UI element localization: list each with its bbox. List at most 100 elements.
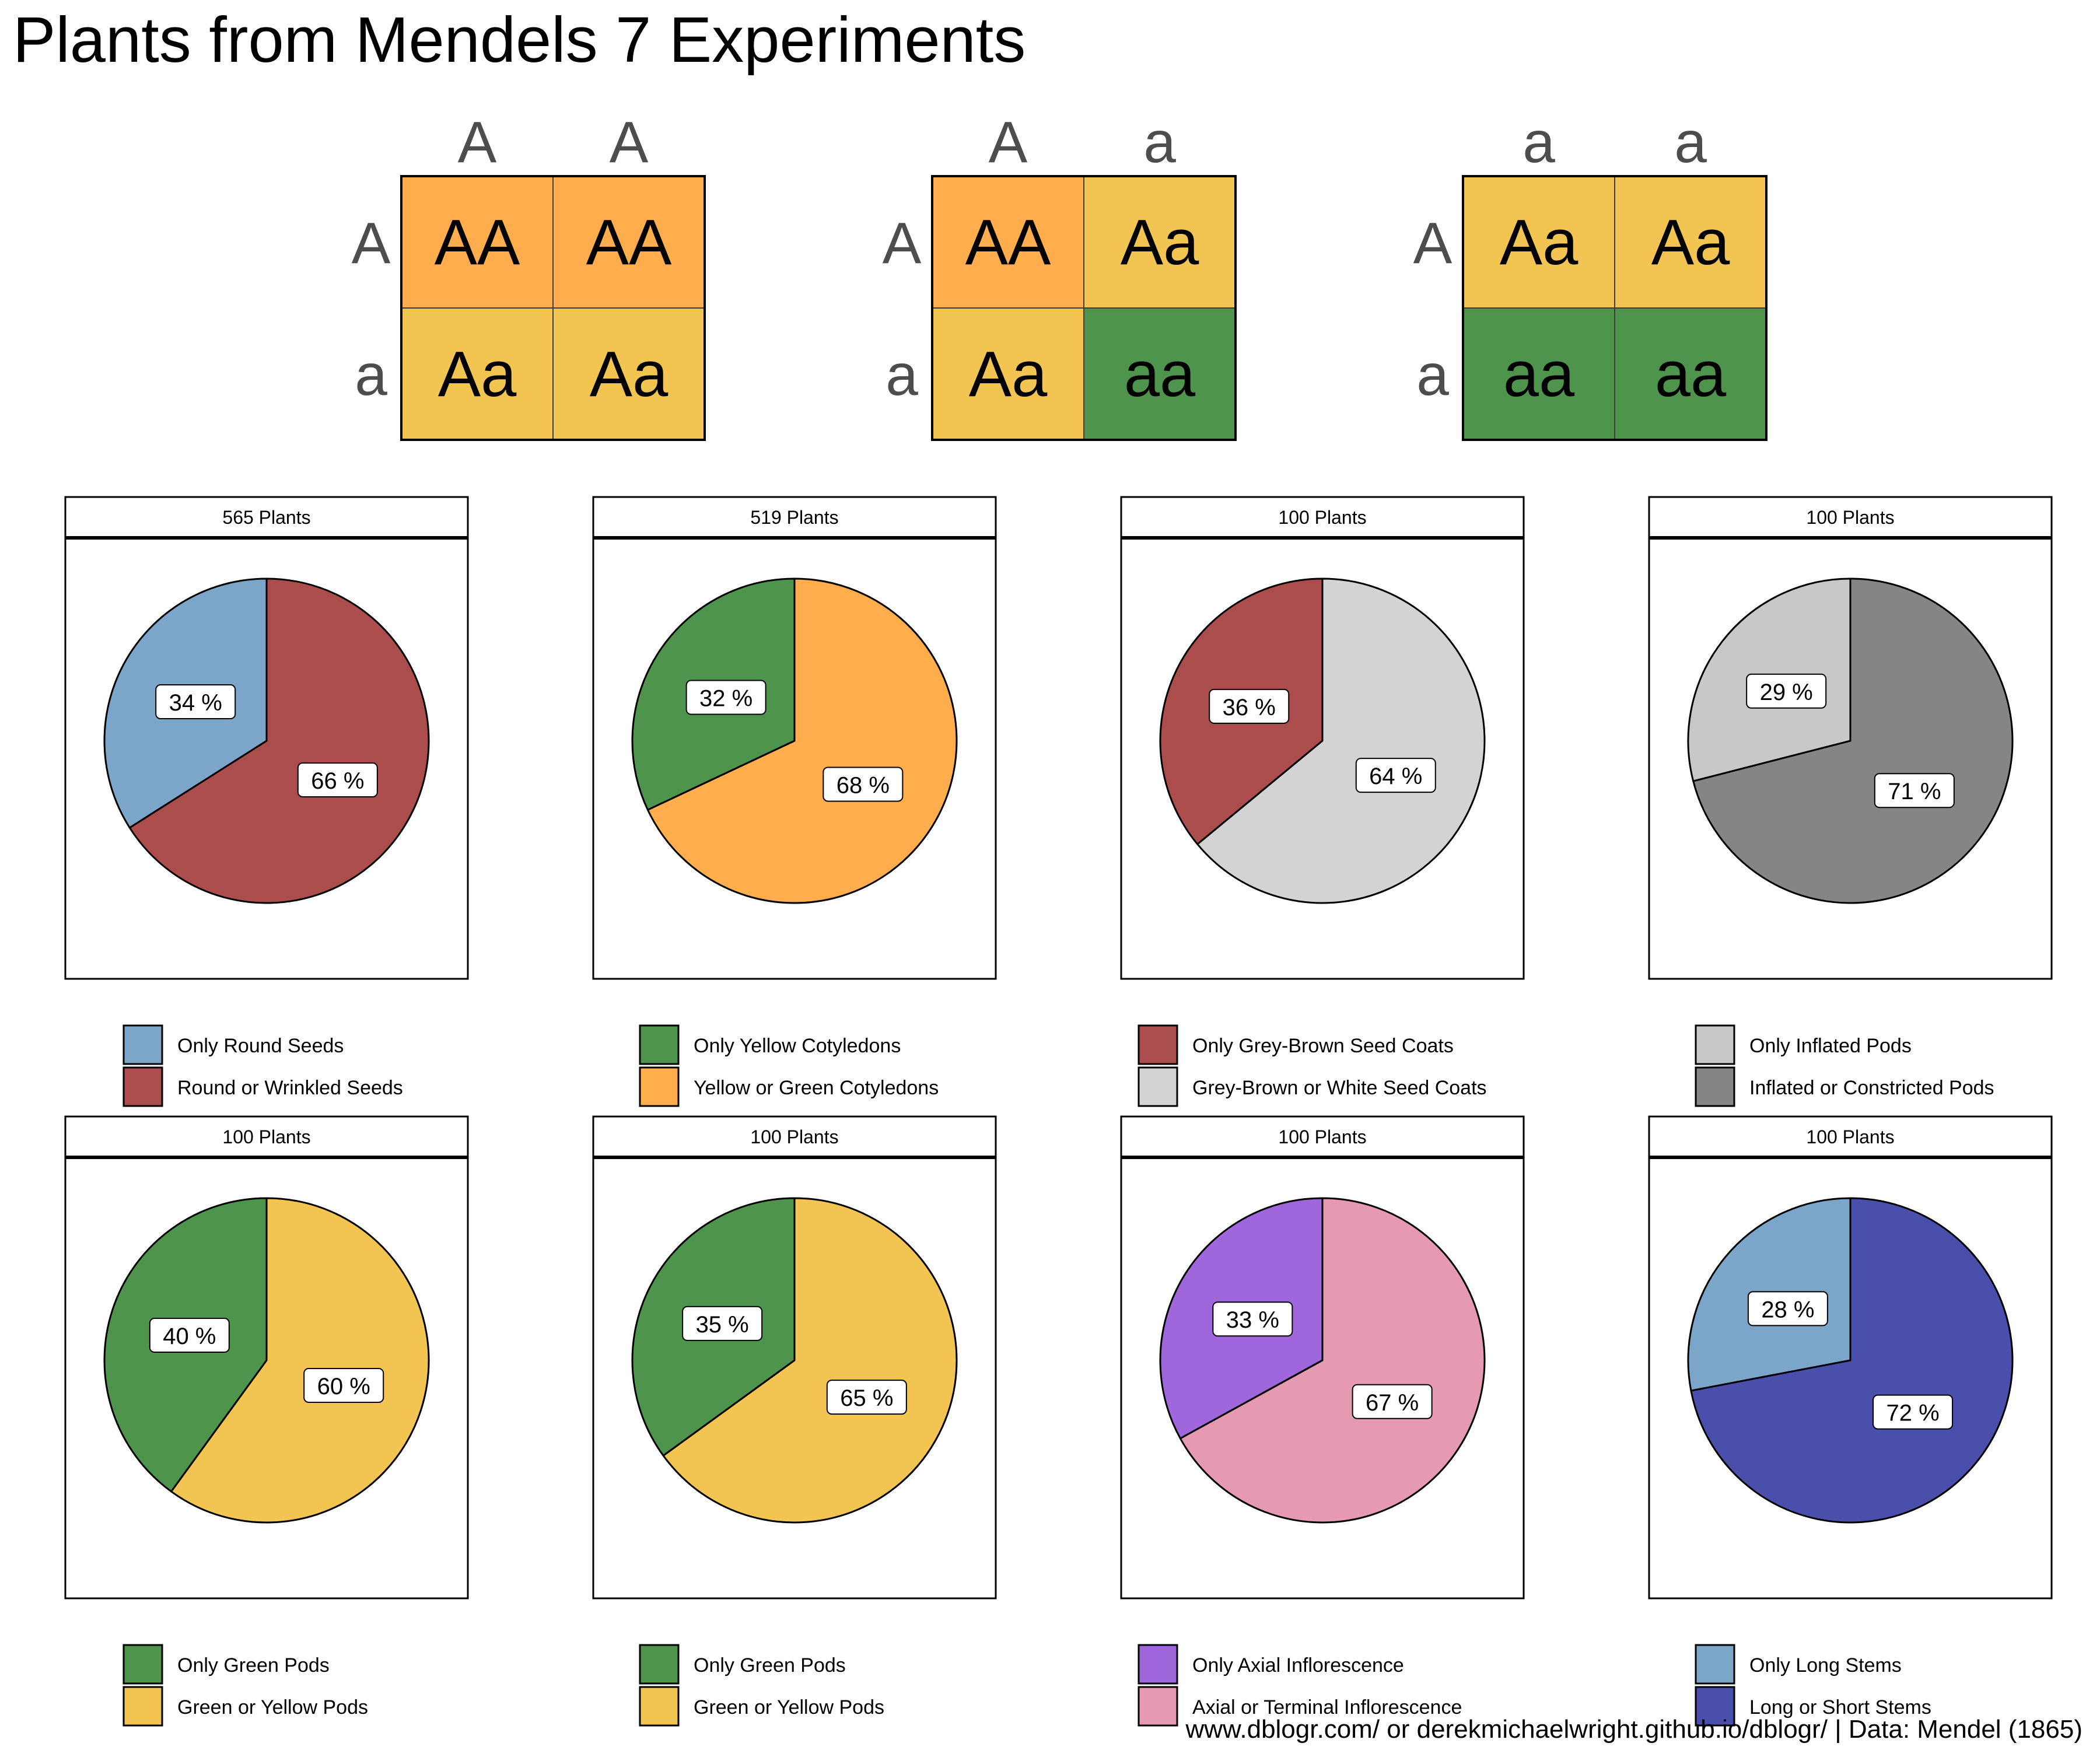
legend-swatch (639, 1066, 680, 1107)
allele-label: A (610, 110, 649, 175)
genotype-label: Aa (1500, 206, 1578, 278)
legend-swatch (1695, 1066, 1735, 1107)
percent-label: 65 % (840, 1385, 893, 1411)
percent-label: 66 % (311, 768, 364, 794)
genotype-label: Aa (969, 338, 1048, 410)
genotype-cell (401, 176, 554, 309)
allele-label: a (1674, 110, 1707, 175)
genotype-label: aa (1655, 338, 1727, 410)
legend-swatch (123, 1686, 163, 1727)
genotype-cell (932, 307, 1084, 440)
panel-strip (1120, 1115, 1525, 1158)
genotype-cell (552, 307, 705, 440)
allele-label: a (1416, 342, 1449, 408)
percent-label: 36 % (1223, 695, 1276, 720)
square-border (1462, 175, 1768, 441)
legend-swatch (639, 1024, 680, 1065)
panel-strip (592, 1115, 997, 1158)
pie-panel: 100 Plants 40 % 60 % Only Green Pods Green o… (64, 1115, 469, 1727)
percent-label-box (1209, 688, 1290, 724)
genotype-label: aa (1124, 338, 1196, 410)
genotype-label: Aa (1651, 206, 1730, 278)
percent-label: 68 % (836, 772, 890, 798)
legend-label: Only Green Pods (177, 1654, 330, 1676)
panel-strip (64, 1115, 469, 1158)
percent-label: 72 % (1887, 1401, 1940, 1426)
percent-label-box (155, 684, 236, 720)
pie-slice (662, 1197, 958, 1524)
genotype-label: AA (586, 206, 672, 278)
percent-label-box (1873, 1394, 1954, 1430)
source-caption: www.dblogr.com/ or derekmichaelwright.gi… (1185, 1715, 2082, 1744)
percent-label-box (826, 1380, 907, 1415)
genotype-label: AA (965, 206, 1051, 278)
legend-swatch (1138, 1686, 1178, 1727)
genotype-cell (1083, 307, 1236, 440)
genotype-label: aa (1503, 338, 1575, 410)
percent-label: 29 % (1760, 680, 1813, 705)
panel-title: 100 Plants (1806, 1126, 1894, 1147)
legend-label: Grey-Brown or White Seed Coats (1192, 1077, 1487, 1099)
percent-label: 67 % (1366, 1390, 1419, 1416)
legend-swatch (1138, 1066, 1178, 1107)
legend-label: Only Yellow Cotyledons (694, 1035, 901, 1057)
panel-title: 100 Plants (750, 1126, 838, 1147)
percent-label: 60 % (317, 1374, 370, 1399)
legend-label: Only Inflated Pods (1749, 1035, 1912, 1057)
pie-slice (1179, 1197, 1486, 1524)
legend-label: Only Green Pods (694, 1654, 846, 1676)
genotype-label: AA (435, 206, 520, 278)
legend-label: Round or Wrinkled Seeds (177, 1077, 403, 1099)
percent-label-box (303, 1367, 384, 1403)
pie-panel: 100 Plants 35 % 65 % Only Green Pods Green o… (592, 1115, 997, 1727)
pie-slice (646, 578, 958, 904)
allele-label: A (458, 110, 497, 175)
percent-label-box (1352, 1384, 1433, 1419)
allele-label: A (352, 211, 391, 276)
panel-strip (64, 496, 469, 539)
legend-swatch (639, 1686, 680, 1727)
square-border (931, 175, 1237, 441)
genotype-label: Aa (438, 338, 517, 410)
legend-label: Inflated or Constricted Pods (1749, 1077, 1994, 1099)
genotype-cell (1083, 176, 1236, 309)
panel-strip (1120, 496, 1525, 539)
pie-slice (170, 1197, 430, 1524)
pie-panel: 100 Plants 33 % 67 % Only Axial Inflorescen… (1120, 1115, 1525, 1727)
legend-swatch (1695, 1686, 1735, 1727)
legend-label: Only Grey-Brown Seed Coats (1192, 1035, 1454, 1057)
genotype-cell (932, 176, 1084, 309)
legend-label: Axial or Terminal Inflorescence (1192, 1696, 1462, 1718)
allele-label: a (355, 342, 387, 408)
percent-label: 28 % (1761, 1297, 1814, 1322)
percent-label-box (1874, 773, 1955, 808)
legend-swatch (1695, 1644, 1735, 1685)
pie-slice (1196, 578, 1486, 904)
percent-label-box (682, 1306, 763, 1341)
percent-label: 35 % (696, 1312, 749, 1338)
panel-title: 565 Plants (222, 507, 310, 528)
percent-label-box (685, 680, 766, 715)
percent-label: 33 % (1226, 1307, 1279, 1333)
percent-label: 32 % (699, 686, 752, 712)
pie-panel: 519 Plants 32 % 68 % Only Yellow Cotyledons… (592, 496, 997, 1107)
percent-label: 34 % (169, 690, 222, 716)
genotype-cell (1462, 176, 1615, 309)
pie-panel: 100 Plants 36 % 64 % Only Grey-Brown Seed C… (1120, 496, 1525, 1107)
panel-title: 100 Plants (1278, 507, 1366, 528)
genotype-cell (1614, 176, 1767, 309)
genotype-label: Aa (1121, 206, 1199, 278)
pie-slice (1690, 1197, 2014, 1524)
legend-label: Green or Yellow Pods (694, 1696, 884, 1718)
percent-label-box (1746, 673, 1827, 709)
legend-label: Green or Yellow Pods (177, 1696, 368, 1718)
pie-slice (1692, 578, 2014, 904)
percent-label-box (1355, 758, 1436, 793)
legend-swatch (1138, 1024, 1178, 1065)
legend-swatch (1695, 1024, 1735, 1065)
legend-swatch (123, 1024, 163, 1065)
